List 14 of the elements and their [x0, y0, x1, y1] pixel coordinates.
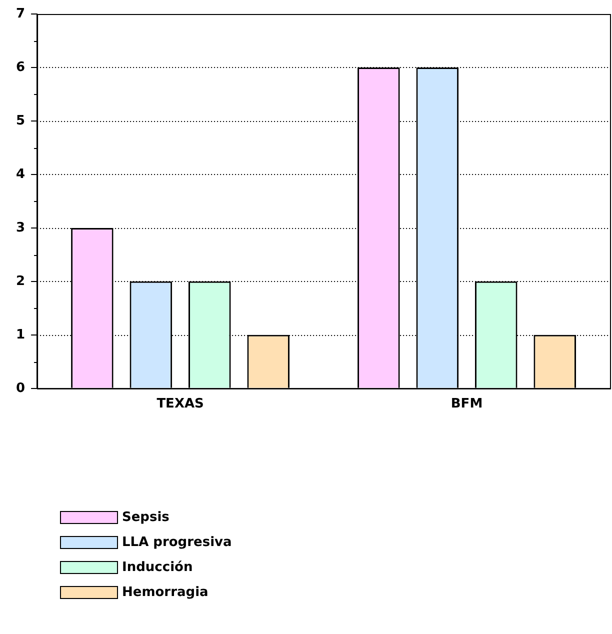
legend-label: Sepsis: [122, 510, 170, 525]
y-tick-label: 3: [16, 220, 26, 236]
x-tick-label: BFM: [450, 396, 483, 412]
y-tick-label: 0: [16, 380, 26, 396]
legend-label: Inducción: [122, 560, 193, 575]
y-tick-label: 6: [16, 60, 26, 75]
y-tick-label: 1: [16, 327, 26, 342]
y-tick-label: 4: [16, 166, 26, 182]
y-tick-label: 2: [16, 274, 26, 289]
legend-label: LLA progresiva: [122, 535, 232, 550]
y-tick-label: 7: [16, 6, 26, 22]
legend-label: Hemorragia: [122, 585, 208, 600]
x-tick-label: TEXAS: [156, 396, 204, 412]
y-tick-label: 5: [16, 113, 26, 128]
